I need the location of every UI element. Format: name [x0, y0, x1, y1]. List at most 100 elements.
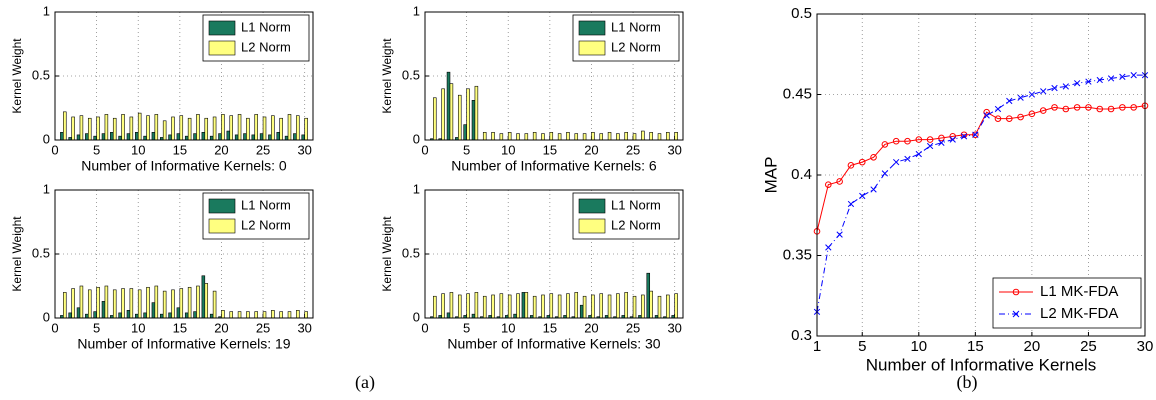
bar [657, 295, 662, 319]
bar [441, 88, 445, 141]
bar [549, 293, 554, 319]
bar [135, 132, 139, 141]
marker [960, 133, 968, 140]
bar [137, 289, 142, 319]
bar [433, 97, 437, 141]
marker [1130, 72, 1137, 79]
bar [566, 293, 570, 319]
legend-label: L1 MK-FDA [1040, 283, 1118, 300]
bar [474, 292, 479, 319]
marker [836, 178, 843, 185]
bar [63, 111, 67, 141]
bar [101, 301, 106, 319]
y-tick-label: 0 [413, 309, 420, 324]
x-tick-label: 15 [173, 142, 187, 157]
bar [666, 294, 670, 319]
bar [71, 288, 75, 319]
bar [204, 117, 209, 141]
bar [204, 283, 209, 319]
marker [1085, 78, 1092, 85]
x-tick-label: 25 [1080, 338, 1097, 355]
marker [1096, 76, 1103, 84]
x-axis-label: Number of Informative Kernels: 6 [451, 158, 657, 174]
bar [201, 132, 206, 141]
legend-label: L2 Norm [241, 39, 291, 54]
bar [121, 114, 125, 141]
bar [579, 304, 584, 319]
x-tick-label: 25 [626, 142, 640, 157]
bar [201, 275, 206, 319]
y-tick-label: 0.5 [32, 245, 50, 260]
y-tick-label: 0.4 [791, 166, 812, 183]
bar [221, 114, 225, 141]
marker [938, 134, 945, 142]
marker [972, 131, 979, 139]
bar [209, 313, 214, 319]
bar [87, 289, 92, 319]
x-tick-label: 20 [214, 320, 228, 335]
x-tick-label: 0 [421, 142, 428, 157]
x-tick-label: 20 [584, 320, 598, 335]
bar [607, 294, 612, 319]
y-tick-label: 1 [413, 3, 420, 18]
bar [179, 288, 184, 319]
bar [557, 133, 562, 141]
bar [457, 94, 462, 141]
bar [237, 114, 242, 141]
y-tick-label: 0.5 [32, 67, 50, 82]
x-tick-label: 10 [131, 320, 145, 335]
bar [251, 134, 256, 141]
bar [246, 311, 250, 319]
marker [1107, 75, 1115, 82]
y-axis-label: Kernel Weight [380, 38, 394, 114]
marker [1130, 104, 1137, 111]
legend-swatch [208, 198, 236, 214]
bar [243, 133, 247, 141]
bar [446, 71, 451, 141]
marker [994, 105, 1002, 113]
bar [162, 120, 167, 141]
x-tick-label: 0 [51, 320, 58, 335]
bar [129, 288, 134, 319]
bar [162, 290, 167, 319]
bar [433, 295, 437, 319]
bar [229, 115, 233, 141]
marker [825, 181, 832, 188]
bar [287, 114, 292, 141]
marker [1017, 113, 1024, 121]
x-tick-label: 30 [1137, 338, 1154, 355]
x-tick-label: 20 [584, 142, 598, 157]
bar [129, 116, 134, 141]
bar [68, 312, 72, 319]
marker [926, 142, 934, 150]
bar [79, 285, 84, 319]
bar [471, 313, 476, 319]
bar [516, 293, 520, 319]
bar [193, 133, 197, 141]
bar [112, 289, 117, 319]
bar [187, 286, 192, 319]
legend-swatch [208, 20, 236, 36]
bar [284, 135, 289, 141]
bar [591, 294, 595, 319]
axes-frame [54, 11, 314, 141]
bar [287, 311, 292, 319]
marker [1040, 88, 1047, 95]
bar [254, 311, 258, 319]
bar [466, 88, 470, 141]
legend-label: L2 MK-FDA [1040, 305, 1118, 322]
bar [296, 115, 300, 141]
y-tick-label: 0.3 [791, 327, 812, 344]
bar [541, 133, 545, 141]
marker [1096, 105, 1104, 113]
bar [276, 132, 281, 141]
bar [279, 117, 283, 141]
legend-swatch [578, 218, 606, 234]
bar [96, 286, 100, 319]
bar [237, 311, 242, 319]
y-axis-label: Kernel Weight [10, 216, 24, 292]
axes-frame [816, 13, 1146, 337]
bar [184, 312, 189, 319]
